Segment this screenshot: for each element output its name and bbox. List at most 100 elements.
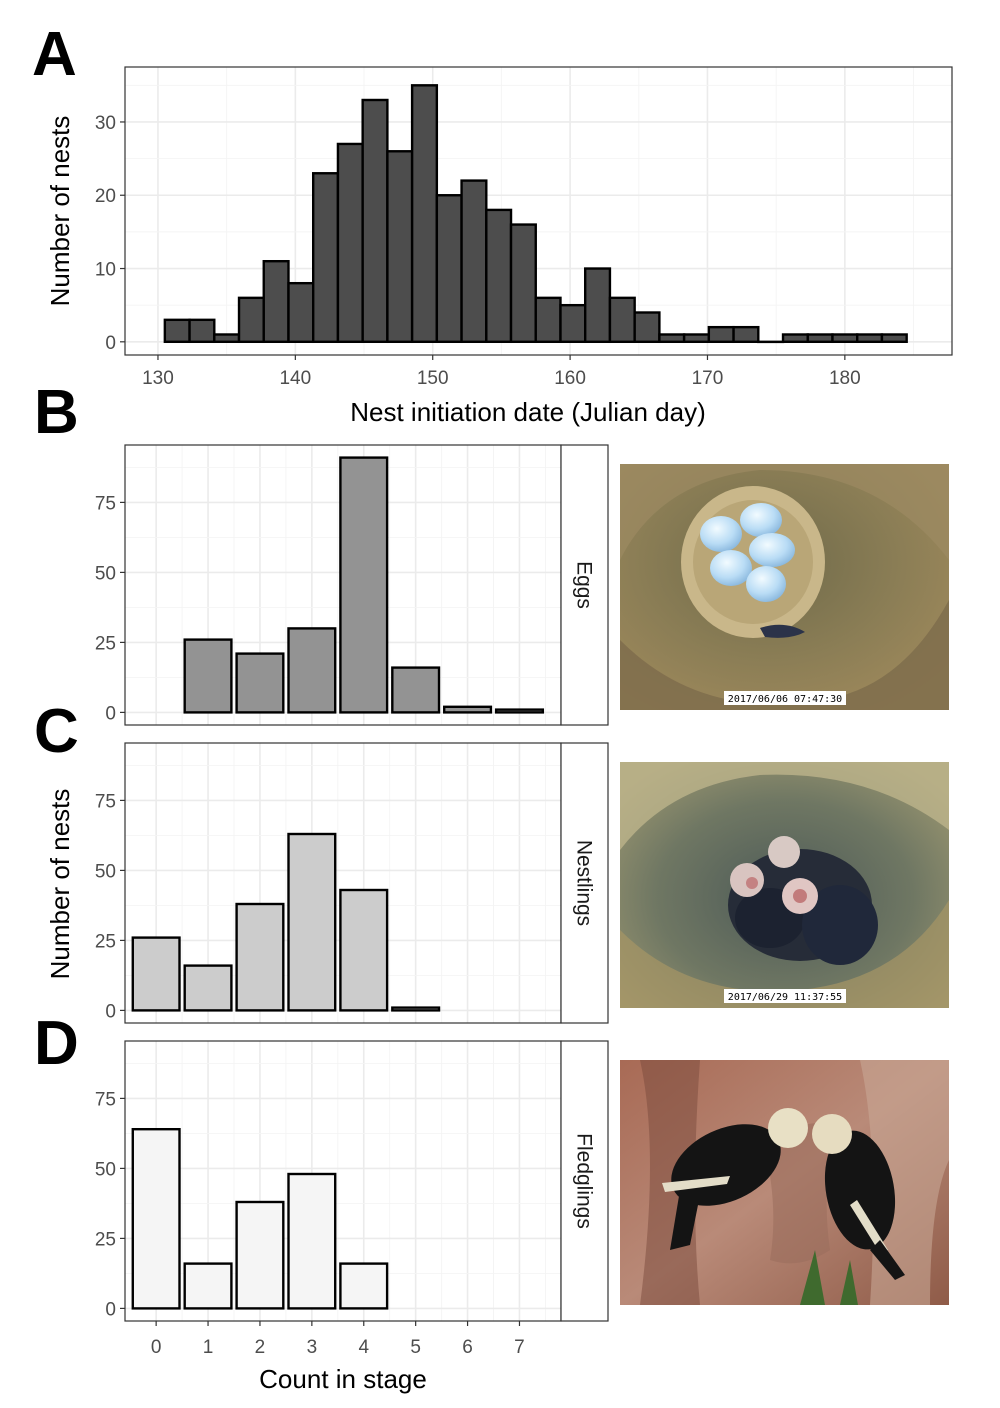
count-bar [183, 1262, 233, 1310]
facet-x-tick-label: 6 [462, 1337, 473, 1358]
panel-a-x-tick-label: 160 [554, 368, 586, 389]
count-bar [391, 1006, 441, 1012]
histogram-bar [237, 296, 265, 344]
count-bar [131, 936, 181, 1012]
histogram-bar [188, 318, 216, 344]
panel-a-y-tick-label: 10 [95, 260, 116, 281]
count-bar [183, 638, 233, 714]
facet-strip [560, 444, 609, 726]
facet-y-tick-label: 0 [105, 1299, 116, 1320]
histogram-bar [732, 325, 760, 344]
facet-strip-label: Eggs [573, 561, 596, 609]
count-bar [287, 1172, 337, 1310]
histogram-bar [213, 333, 241, 344]
facet-panels: Eggs0255075Nestlings0255075Fledglings025… [95, 444, 609, 1358]
facet-y-tick-label: 0 [105, 703, 116, 724]
count-bar [235, 652, 285, 714]
facet-strip-label: Fledglings [573, 1133, 596, 1229]
panel-a-y-tick-label: 20 [95, 186, 116, 207]
histogram-bar [435, 194, 463, 344]
count-bar [339, 888, 389, 1012]
panel-a-x-tick-label: 150 [417, 368, 449, 389]
count-bar [287, 832, 337, 1012]
histogram-bar [534, 296, 562, 344]
panel-a-x-tick-label: 180 [829, 368, 861, 389]
bcd-y-axis-title: Number of nests [45, 789, 75, 980]
histogram-bar [410, 84, 439, 344]
facet-x-tick-label: 0 [151, 1337, 162, 1358]
histogram-bar [361, 98, 389, 344]
histogram-bar [831, 333, 859, 344]
panel-c-nestlings: Nestlings 0 25 50 75 [95, 742, 609, 1024]
facet-y-tick-label: 25 [95, 931, 116, 952]
histogram-bar [386, 150, 414, 344]
facet-x-tick-label: 5 [410, 1337, 421, 1358]
facet-strip [560, 1040, 609, 1322]
panel-a-border [124, 66, 953, 356]
histogram-bar [287, 281, 315, 344]
facet-x-tick-label: 2 [255, 1337, 266, 1358]
facet-y-tick-label: 50 [95, 861, 116, 882]
facet-y-tick-label: 75 [95, 791, 116, 812]
count-bar [339, 456, 389, 714]
panel-a-y-tick-label: 0 [105, 333, 116, 354]
panel-a-x-axis-title: Nest initiation date (Julian day) [350, 397, 706, 427]
count-bar [443, 705, 493, 714]
count-bar [287, 627, 337, 714]
count-bar [131, 1127, 181, 1310]
histogram-bar [658, 333, 686, 344]
panel-a-y-tick-label: 30 [95, 113, 116, 134]
panel-letter-d: D [34, 1009, 79, 1078]
histogram-bar [312, 172, 340, 344]
bcd-x-axis-title: Count in stage [259, 1364, 427, 1394]
count-bar [391, 666, 441, 714]
panel-a-y-axis-title: Number of nests [45, 116, 75, 307]
panel-b-eggs: Eggs 0 25 50 75 [95, 444, 609, 726]
photo-nestlings-timestamp: 2017/06/29 11:37:55 [728, 992, 842, 1003]
panel-a-grid [125, 67, 952, 355]
panel-a-x-tick-label: 140 [279, 368, 311, 389]
panel-d-fledglings: Fledglings 0 25 50 75 0 1 2 3 4 5 6 7 [95, 1040, 609, 1358]
photo-nestlings: 2017/06/29 11:37:55 [620, 762, 949, 1008]
panel-a-histogram: 130 140 150 160 170 180 0 10 20 30 Nest initiatio… [45, 66, 953, 427]
histogram-bar [633, 311, 661, 344]
panel-a-ticks: 130 140 150 160 170 180 0 10 20 30 [95, 113, 861, 389]
count-bar [235, 1200, 285, 1310]
histogram-bar [584, 267, 612, 344]
histogram-bar [856, 333, 884, 344]
photo-fledglings [620, 1060, 949, 1305]
facet-y-tick-label: 25 [95, 633, 116, 654]
count-bar [183, 964, 233, 1012]
photo-eggs: 2017/06/06 07:47:30 [620, 464, 949, 710]
histogram-bar [608, 296, 636, 344]
histogram-bar [163, 318, 191, 344]
facet-x-tick-label: 4 [358, 1337, 369, 1358]
histogram-bar [262, 259, 290, 344]
panel-a-bars [163, 84, 908, 344]
facet-y-tick-label: 0 [105, 1001, 116, 1022]
histogram-bar [460, 179, 488, 344]
panel-letter-a: A [32, 20, 77, 89]
facet-y-tick-label: 25 [95, 1229, 116, 1250]
histogram-bar [781, 333, 809, 344]
facet-y-tick-label: 75 [95, 493, 116, 514]
histogram-bar [682, 333, 711, 344]
histogram-bar [485, 208, 513, 344]
facet-x-tick-label: 1 [203, 1337, 214, 1358]
panel-a-x-tick-label: 130 [142, 368, 174, 389]
histogram-bar [707, 325, 735, 344]
histogram-bar [880, 333, 908, 344]
photo-eggs-timestamp: 2017/06/06 07:47:30 [728, 694, 842, 705]
count-bar [339, 1262, 389, 1310]
facet-y-tick-label: 50 [95, 563, 116, 584]
panel-letter-c: C [34, 697, 79, 766]
histogram-bar [559, 303, 587, 344]
histogram-bar [806, 333, 834, 344]
facet-x-tick-label: 7 [514, 1337, 525, 1358]
facet-y-tick-label: 50 [95, 1159, 116, 1180]
facet-strip-label: Nestlings [573, 840, 596, 926]
count-bar [494, 708, 545, 714]
facet-x-tick-label: 3 [307, 1337, 318, 1358]
facet-strip [560, 742, 609, 1024]
